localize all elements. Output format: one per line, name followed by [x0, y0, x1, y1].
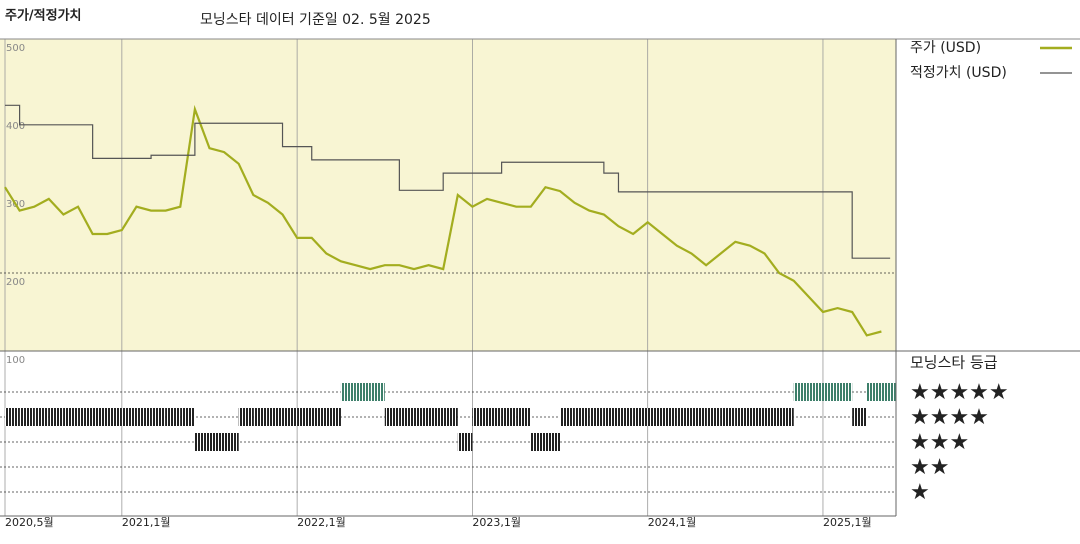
chart-subtitle: 모닝스타 데이터 기준일 02. 5월 2025: [200, 12, 431, 28]
y-tick-label: 100: [6, 355, 25, 366]
rating-bar: [48, 408, 64, 426]
rating-bar: [399, 408, 414, 426]
rating-bar: [165, 408, 181, 426]
rating-bar: [443, 408, 458, 426]
rating-bar: [136, 408, 152, 426]
rating-bar: [749, 408, 765, 426]
rating-bar: [501, 408, 517, 426]
x-tick-label: 2020,5월: [5, 516, 54, 529]
rating-bar: [706, 408, 721, 426]
rating-bar: [516, 408, 531, 426]
rating-label: ★★★★★: [910, 380, 1009, 405]
rating-bar: [121, 408, 137, 426]
y-tick-label: 400: [6, 121, 25, 132]
series-line: [5, 104, 891, 259]
rating-bar: [326, 408, 341, 426]
rating-bar: [881, 383, 896, 401]
rating-bar: [603, 408, 619, 426]
x-tick-label: 2023,1월: [472, 516, 521, 529]
rating-label: ★★★★: [910, 405, 989, 430]
rating-bar: [107, 408, 122, 426]
rating-bar: [151, 408, 166, 426]
rating-label: ★★: [910, 455, 949, 480]
rating-bar: [209, 433, 225, 451]
rating-label: ★★★: [910, 430, 969, 455]
rating-bar: [370, 383, 385, 401]
x-tick-label: 2021,1월: [122, 516, 171, 529]
rating-bar: [63, 408, 79, 426]
rating-bar: [311, 408, 327, 426]
rating-bar: [530, 433, 546, 451]
rating-bar: [224, 433, 239, 451]
legend-label: 주가 (USD): [910, 40, 981, 56]
rating-bar: [676, 408, 692, 426]
rating-bar: [618, 408, 634, 426]
rating-bar: [282, 408, 298, 426]
rating-bar: [384, 408, 400, 426]
rating-bar: [413, 408, 429, 426]
rating-bar: [428, 408, 444, 426]
rating-bar: [5, 408, 20, 426]
rating-bar: [735, 408, 750, 426]
rating-bar: [194, 433, 210, 451]
price-panel-bg: [0, 39, 896, 351]
y-tick-label: 500: [6, 43, 25, 54]
rating-bar: [764, 408, 780, 426]
rating-bar: [340, 383, 356, 401]
rating-bar: [720, 408, 736, 426]
rating-bar: [574, 408, 590, 426]
rating-bar: [238, 408, 254, 426]
rating-bar: [852, 408, 867, 426]
rating-bar: [19, 408, 35, 426]
rating-bar: [822, 383, 838, 401]
rating-bar: [793, 383, 809, 401]
rating-bar: [297, 408, 312, 426]
rating-bar: [560, 408, 575, 426]
rating-bar: [837, 383, 853, 401]
rating-bar: [78, 408, 93, 426]
x-tick-label: 2022,1월: [297, 516, 346, 529]
legend-label: 적정가치 (USD): [910, 65, 1007, 81]
rating-label: ★: [910, 480, 930, 505]
rating-bar: [472, 408, 488, 426]
rating-bar: [779, 408, 794, 426]
rating-bar: [589, 408, 604, 426]
rating-bar: [691, 408, 707, 426]
rating-bar: [866, 383, 882, 401]
chart-title: 주가/적정가치: [5, 8, 82, 24]
series-line: [4, 104, 882, 337]
x-tick-label: 2024,1월: [648, 516, 697, 529]
rating-bar: [633, 408, 648, 426]
rating-bar: [92, 408, 108, 426]
rating-bar: [808, 383, 823, 401]
y-tick-label: 200: [6, 277, 25, 288]
rating-title: 모닝스타 등급: [910, 354, 998, 372]
rating-bar: [545, 433, 561, 451]
rating-bar: [487, 408, 502, 426]
rating-bar: [355, 383, 371, 401]
rating-bar: [253, 408, 268, 426]
x-tick-label: 2025,1월: [823, 516, 872, 529]
rating-bar: [267, 408, 283, 426]
rating-bar: [457, 433, 473, 451]
rating-bar: [647, 408, 663, 426]
rating-bar: [180, 408, 195, 426]
rating-bar: [34, 408, 49, 426]
rating-bar: [662, 408, 677, 426]
